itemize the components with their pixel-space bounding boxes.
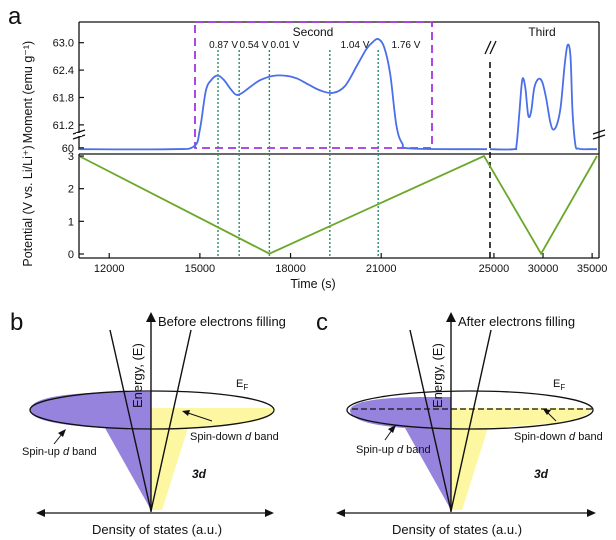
density-axis-arrow-left <box>36 509 45 517</box>
time-tick-label: 25000 <box>479 263 510 275</box>
time-tick-label: 21000 <box>366 263 397 275</box>
potential-tick-label: 1 <box>68 216 74 228</box>
spin-up-dos-curve-c <box>409 329 452 512</box>
time-tick-label: 18000 <box>275 263 306 275</box>
fermi-ellipse-c <box>346 390 594 430</box>
moment-series <box>78 37 597 151</box>
panel-c: c After electrons filling Energy, (E) EF… <box>316 309 603 537</box>
second-cycle-label: Second <box>293 25 334 39</box>
potential-tick-label: 0 <box>68 249 74 261</box>
moment-tick-label: 61.8 <box>53 92 74 104</box>
time-tick-label: 30000 <box>528 263 559 275</box>
marker-label-0-54v: 0.54 V <box>240 40 269 51</box>
time-tick-label: 12000 <box>94 263 125 275</box>
spin-up-band-fill-c <box>350 397 451 510</box>
marker-label-1-76v: 1.76 V <box>392 40 421 51</box>
spin-down-pointer-c <box>547 412 557 422</box>
panel-c-letter: c <box>316 309 328 336</box>
time-tick-label: 15000 <box>185 263 216 275</box>
spin-down-pointer-arrow <box>182 410 190 416</box>
potential-line <box>78 154 598 256</box>
panel-c-energy-label: Energy, (E) <box>430 343 445 408</box>
potential-tick-label: 3 <box>68 151 74 163</box>
moment-axis-break <box>72 129 606 140</box>
moment-axis-title: Moment (emu g⁻¹) <box>21 41 35 143</box>
panel-b-energy-label: Energy, (E) <box>130 343 145 408</box>
spin-up-dos-curve <box>109 329 152 512</box>
energy-axis-arrow-c <box>446 312 456 322</box>
spin-up-pointer-c <box>384 429 393 441</box>
marker-label-0-87v: 0.87 V <box>209 40 238 51</box>
moment-line <box>78 37 488 151</box>
panel-a-plot <box>78 21 600 259</box>
potential-series <box>78 154 598 256</box>
panel-b-title: Before electrons filling <box>158 314 286 329</box>
voltage-markers <box>217 50 379 258</box>
spin-up-pointer-arrow <box>58 429 66 437</box>
marker-label-0-01v: 0.01 V <box>271 40 300 51</box>
panel-b-orbital-label: 3d <box>192 467 207 481</box>
fermi-ellipse <box>29 390 275 430</box>
third-cycle-label: Third <box>528 25 555 39</box>
marker-label-1-04v: 1.04 V <box>341 40 370 51</box>
panel-c-title: After electrons filling <box>458 314 575 329</box>
potential-tick-label: 2 <box>68 184 74 196</box>
spin-down-pointer <box>187 412 213 422</box>
panel-a-letter: a <box>8 3 22 30</box>
spin-down-band-fill <box>151 408 274 510</box>
moment-tick-label: 62.4 <box>53 65 74 77</box>
density-axis-arrow-right-c <box>587 509 596 517</box>
spin-down-pointer-arrow-c <box>543 409 551 415</box>
panel-c-spin-up-label: Spin-up d band <box>356 444 431 456</box>
panel-b-x-label: Density of states (a.u.) <box>92 522 222 537</box>
panel-b-fermi-label: EF <box>236 378 248 392</box>
spin-up-pointer <box>53 433 63 445</box>
moment-tick-label: 60 <box>62 143 74 155</box>
panel-c-spin-down-label: Spin-down d band <box>514 431 603 443</box>
panel-b: b Before electrons filling Energy, (E) E… <box>10 309 286 537</box>
potential-axis-title: Potential (V vs. Li/Li⁺) <box>21 145 35 266</box>
moment-axis-break-gap <box>76 133 82 136</box>
spin-down-dos-curve-c <box>450 329 492 512</box>
time-tick-label: 35000 <box>577 263 608 275</box>
second-cycle-box <box>194 21 433 149</box>
density-axis-arrow-right <box>265 509 274 517</box>
moment-line <box>489 43 597 151</box>
spin-up-band-fill <box>30 392 151 510</box>
axis-ticks: 61.2 61.8 62.4 63.0 60 0 1 2 3 12000 15000 18000 210… <box>53 38 608 275</box>
moment-tick-label: 61.2 <box>53 120 74 132</box>
panel-b-letter: b <box>10 309 23 336</box>
spin-up-pointer-arrow-c <box>388 425 396 433</box>
panel-c-orbital-label: 3d <box>534 467 549 481</box>
spin-down-band-fill-c <box>451 408 592 510</box>
time-axis-break-marks <box>484 40 497 55</box>
density-axis-arrow-left-c <box>336 509 345 517</box>
panel-b-spin-up-label: Spin-up d band <box>22 446 97 458</box>
panel-c-x-label: Density of states (a.u.) <box>392 522 522 537</box>
energy-axis-arrow <box>146 312 156 322</box>
spin-down-dos-curve <box>150 329 192 512</box>
time-axis-title: Time (s) <box>290 277 335 291</box>
panel-c-fermi-label: EF <box>553 378 565 392</box>
moment-tick-label: 63.0 <box>53 38 74 50</box>
panel-b-spin-down-label: Spin-down d band <box>190 431 279 443</box>
